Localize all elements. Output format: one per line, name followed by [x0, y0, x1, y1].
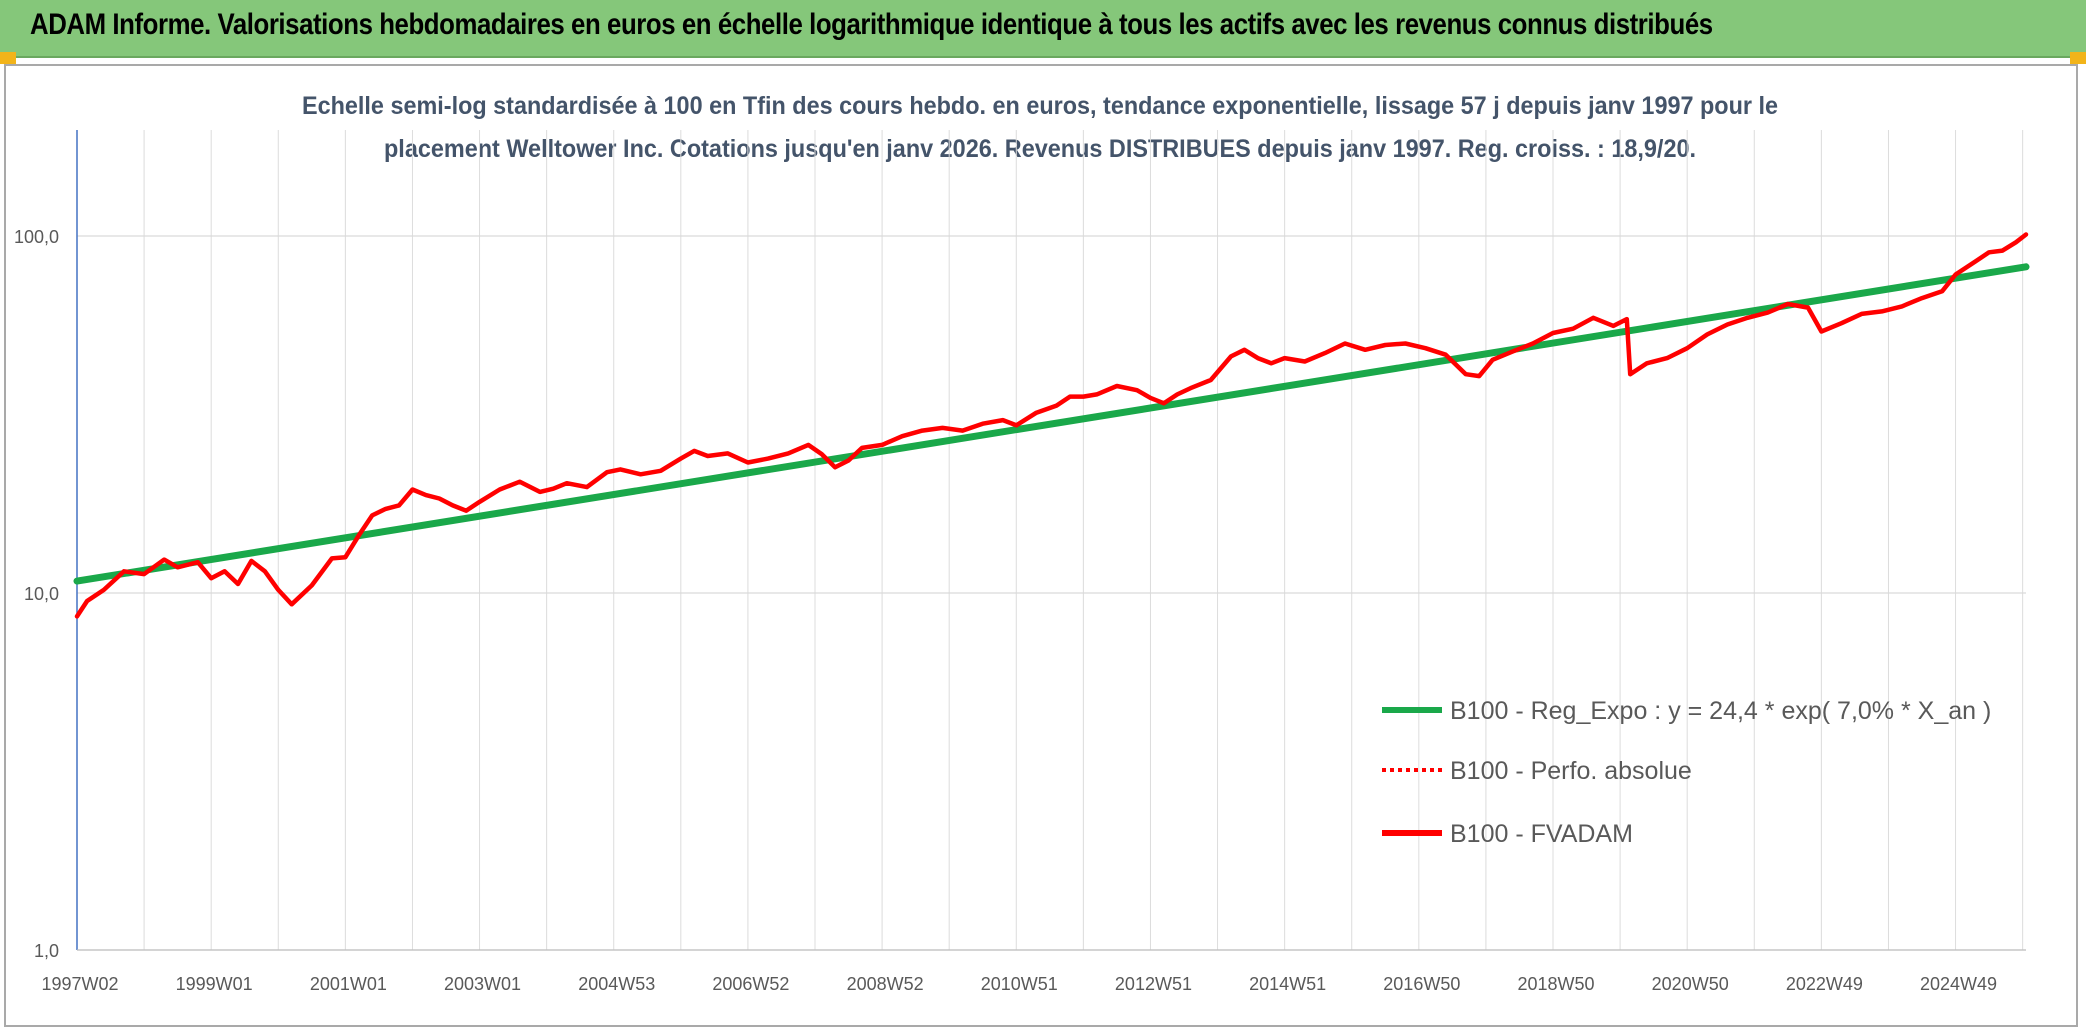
- chart-frame: [4, 64, 2078, 1027]
- legend-label-reg-expo: B100 - Reg_Expo : y = 24,4 * exp( 7,0% *…: [1450, 697, 1991, 725]
- line-fvadam: [74, 232, 2029, 619]
- x-tick-label: 2020W50: [1652, 974, 1729, 994]
- x-tick-label: 2022W49: [1786, 974, 1863, 994]
- chart-subtitle-line-2: placement Welltower Inc. Cotations jusqu…: [384, 135, 1696, 163]
- x-tick-label: 2016W50: [1383, 974, 1460, 994]
- x-tick-label: 2018W50: [1517, 974, 1594, 994]
- x-tick-label: 2008W52: [847, 974, 924, 994]
- x-tick-label: 2006W52: [712, 974, 789, 994]
- legend: B100 - Reg_Expo : y = 24,4 * exp( 7,0% *…: [1382, 697, 1991, 848]
- gridlines: [77, 130, 2026, 951]
- x-tick-label: 2024W49: [1920, 974, 1997, 994]
- y-tick-label: 10,0: [24, 584, 59, 604]
- x-tick-labels: 1997W02 1999W01 2001W01 2003W01 2004W53 2006W…: [41, 974, 1997, 994]
- legend-label-fvadam: B100 - FVADAM: [1450, 820, 1633, 848]
- y-tick-label: 100,0: [14, 227, 59, 247]
- trend-line-reg-expo: [73, 263, 2030, 585]
- chart-subtitle-line-1: Echelle semi-log standardisée à 100 en T…: [302, 92, 1778, 120]
- x-tick-label: 2004W53: [578, 974, 655, 994]
- x-tick-label: 2001W01: [310, 974, 387, 994]
- y-tick-label: 1,0: [34, 941, 59, 961]
- x-tick-label: 2010W51: [981, 974, 1058, 994]
- report-title: ADAM Informe. Valorisations hebdomadaire…: [30, 8, 1713, 41]
- x-tick-label: 2012W51: [1115, 974, 1192, 994]
- axes: [76, 130, 2026, 951]
- x-tick-label: 1999W01: [176, 974, 253, 994]
- corner-marker-left: [0, 52, 16, 64]
- corner-marker-right: [2070, 52, 2086, 64]
- series-lines: [73, 232, 2030, 619]
- x-tick-label: 2014W51: [1249, 974, 1326, 994]
- report-banner: ADAM Informe. Valorisations hebdomadaire…: [0, 0, 2086, 58]
- legend-label-perfo-absolue: B100 - Perfo. absolue: [1450, 757, 1692, 785]
- x-tick-label: 2003W01: [444, 974, 521, 994]
- x-tick-label: 1997W02: [41, 974, 118, 994]
- y-tick-labels: 1,0 10,0 100,0: [14, 227, 59, 961]
